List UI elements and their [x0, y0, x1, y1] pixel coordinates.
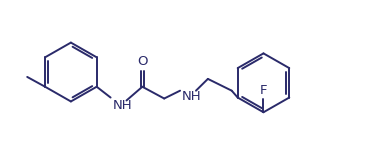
Text: NH: NH [182, 90, 202, 103]
Text: O: O [137, 55, 147, 68]
Text: NH: NH [113, 100, 132, 112]
Text: F: F [260, 83, 267, 97]
